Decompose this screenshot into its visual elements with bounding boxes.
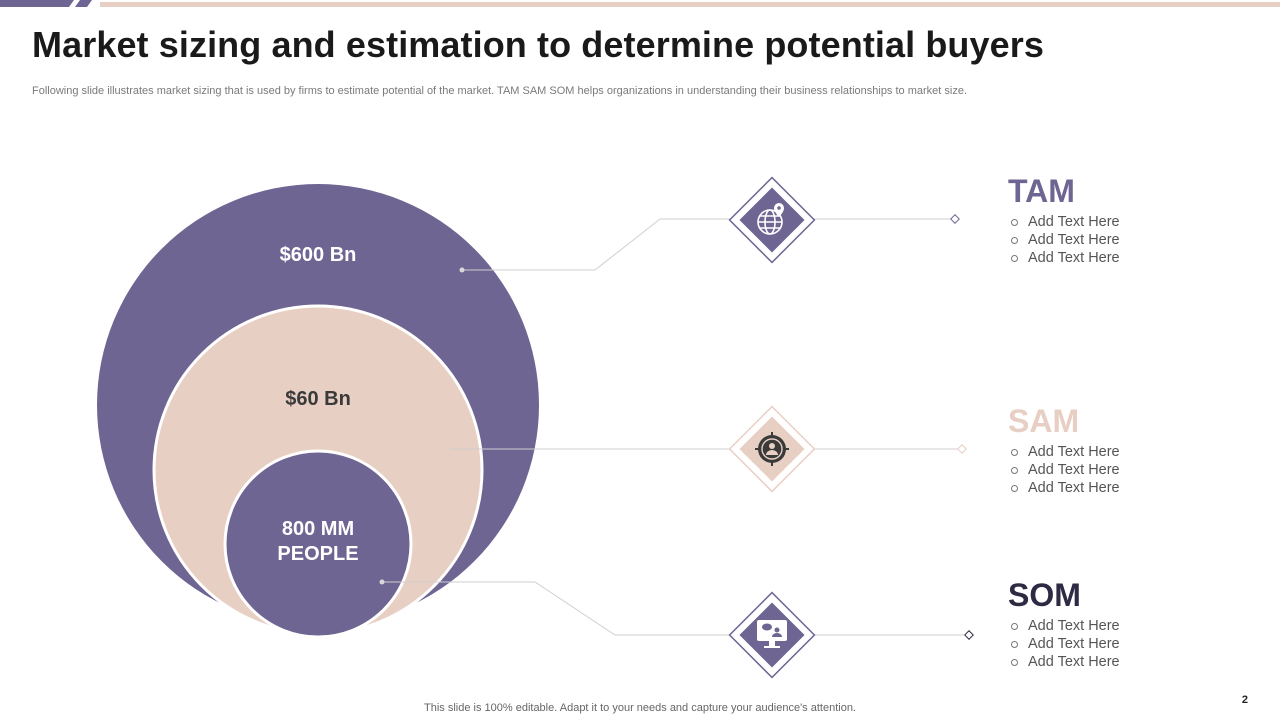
som-block: SOM Add Text Here Add Text Here Add Text…	[1008, 577, 1248, 671]
sam-list-item: Add Text Here	[1008, 479, 1248, 497]
sam-heading: SAM	[1008, 403, 1080, 439]
som-value-line2: PEOPLE	[277, 543, 358, 565]
som-connector-dot	[379, 579, 385, 585]
som-connector-line	[382, 581, 730, 636]
tam-connector-line	[462, 218, 730, 271]
tam-diamond	[728, 176, 816, 264]
tam-end-marker	[950, 214, 960, 224]
som-end-marker	[964, 630, 974, 640]
som-list-item: Add Text Here	[1008, 617, 1248, 635]
som-circle	[223, 449, 413, 639]
sam-value: $60 Bn	[285, 388, 351, 410]
sam-list: Add Text Here Add Text Here Add Text Her…	[1008, 443, 1248, 497]
som-list-item: Add Text Here	[1008, 653, 1248, 671]
tam-list-item: Add Text Here	[1008, 249, 1248, 267]
page-subtitle: Following slide illustrates market sizin…	[32, 85, 968, 97]
sam-block: SAM Add Text Here Add Text Here Add Text…	[1008, 403, 1248, 497]
sam-list-item: Add Text Here	[1008, 443, 1248, 461]
som-diamond	[728, 591, 816, 679]
tam-list-item: Add Text Here	[1008, 231, 1248, 249]
tam-list: Add Text Here Add Text Here Add Text Her…	[1008, 213, 1248, 267]
sam-list-item: Add Text Here	[1008, 461, 1248, 479]
page-title: Market sizing and estimation to determin…	[32, 24, 1044, 65]
footer-note: This slide is 100% editable. Adapt it to…	[424, 702, 856, 714]
sam-end-marker	[957, 444, 967, 454]
tam-block: TAM Add Text Here Add Text Here Add Text…	[1008, 173, 1248, 267]
target-user-icon	[755, 432, 789, 466]
som-list: Add Text Here Add Text Here Add Text Her…	[1008, 617, 1248, 671]
monitor-chat-icon	[757, 620, 787, 648]
tam-value: $600 Bn	[280, 244, 357, 266]
globe-location-icon	[757, 209, 783, 235]
som-value-line1: 800 MM	[282, 518, 354, 540]
tam-list-item: Add Text Here	[1008, 213, 1248, 231]
sam-diamond	[728, 405, 816, 493]
tam-heading: TAM	[1008, 173, 1075, 209]
som-heading: SOM	[1008, 577, 1081, 613]
page-number: 2	[1241, 694, 1248, 706]
som-list-item: Add Text Here	[1008, 635, 1248, 653]
top-accent-bar	[0, 0, 1280, 7]
tam-connector-dot	[459, 267, 465, 273]
